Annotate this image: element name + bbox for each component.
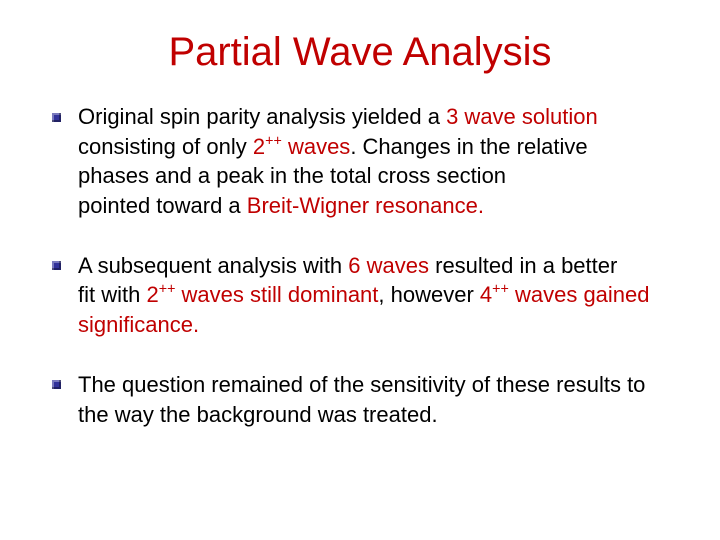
- bullet-line: The question remained of the sensitivity…: [78, 370, 670, 400]
- highlight-text: 2: [253, 134, 265, 159]
- bullet-item: Original spin parity analysis yielded a …: [50, 102, 670, 221]
- highlight-text: waves gained: [509, 282, 650, 307]
- highlight-text: significance.: [78, 312, 199, 337]
- body-text: pointed toward a: [78, 193, 247, 218]
- bullet-item: A subsequent analysis with 6 waves resul…: [50, 251, 670, 340]
- body-text: . Changes in the relative: [350, 134, 587, 159]
- body-text: , however: [378, 282, 480, 307]
- bullet-item: The question remained of the sensitivity…: [50, 370, 670, 429]
- highlight-text: ++: [159, 282, 176, 298]
- body-text: fit with: [78, 282, 146, 307]
- slide-title: Partial Wave Analysis: [50, 30, 670, 74]
- body-text: the way the background was treated.: [78, 402, 438, 427]
- body-text: resulted in a better: [429, 253, 617, 278]
- body-text: Original spin parity analysis yielded a: [78, 104, 446, 129]
- bullet-line: Original spin parity analysis yielded a …: [78, 102, 670, 132]
- body-text: A subsequent analysis with: [78, 253, 348, 278]
- bullet-line: significance.: [78, 310, 670, 340]
- highlight-text: 4: [480, 282, 492, 307]
- highlight-text: waves still dominant: [175, 282, 378, 307]
- bullet-line: phases and a peak in the total cross sec…: [78, 161, 670, 191]
- bullet-line: the way the background was treated.: [78, 400, 670, 430]
- body-text: The question remained of the sensitivity…: [78, 372, 645, 397]
- slide: Partial Wave Analysis Original spin pari…: [0, 0, 720, 540]
- bullet-line: pointed toward a Breit-Wigner resonance.: [78, 191, 670, 221]
- body-text: phases and a peak in the total cross sec…: [78, 163, 506, 188]
- bullet-line: consisting of only 2++ waves. Changes in…: [78, 132, 670, 162]
- bullet-line: fit with 2++ waves still dominant, howev…: [78, 280, 670, 310]
- highlight-text: ++: [265, 133, 282, 149]
- bullet-line: A subsequent analysis with 6 waves resul…: [78, 251, 670, 281]
- bullet-list: Original spin parity analysis yielded a …: [50, 102, 670, 429]
- highlight-text: 2: [146, 282, 158, 307]
- highlight-text: ++: [492, 282, 509, 298]
- body-text: consisting of only: [78, 134, 253, 159]
- highlight-text: waves: [282, 134, 350, 159]
- highlight-text: 3 wave solution: [446, 104, 598, 129]
- highlight-text: 6 waves: [348, 253, 429, 278]
- highlight-text: Breit-Wigner resonance.: [247, 193, 484, 218]
